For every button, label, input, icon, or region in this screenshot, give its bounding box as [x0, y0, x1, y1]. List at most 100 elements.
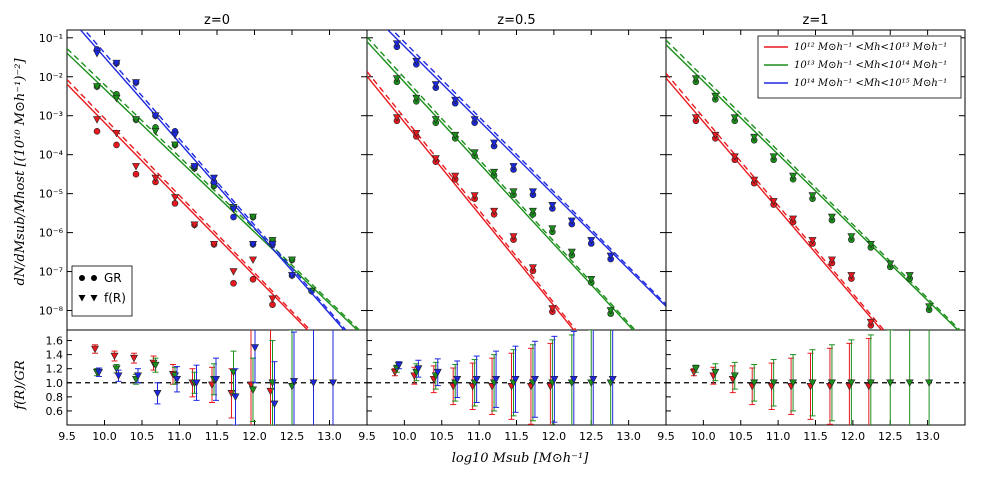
mass-bin-legend: 10¹² M⊙h⁻¹ <Mh<10¹³ M⊙h⁻¹ 10¹³ M⊙h⁻¹ <Mh<…: [757, 35, 962, 99]
ratio-point: [433, 368, 442, 377]
y-tick-label: 10⁻⁶: [39, 227, 64, 240]
fr-point: [151, 127, 160, 136]
fr-point: [925, 303, 934, 311]
fr-point: [248, 240, 258, 249]
x-tick-label: 13.0: [616, 430, 641, 443]
ratio-point: [114, 372, 123, 380]
fit-line-gr: [386, 30, 666, 307]
fr-point: [866, 240, 875, 249]
x-tick-label: 13.0: [915, 430, 940, 443]
ratio-point: [270, 400, 279, 409]
fr-point: [248, 213, 258, 222]
fr-point: [886, 260, 895, 268]
marker-legend-label: GR: [104, 271, 122, 285]
ratio-point: [905, 379, 914, 387]
fr-point: [287, 272, 297, 280]
fr-point: [248, 256, 258, 265]
y-tick-label: 10⁻⁴: [39, 149, 64, 162]
fr-point: [229, 205, 238, 214]
fr-point: [587, 276, 596, 284]
y-tick-label: 10⁻³: [39, 110, 63, 123]
ratio-point: [511, 375, 520, 384]
ratio-point: [569, 375, 578, 384]
fr-point: [567, 248, 576, 257]
fr-point: [170, 194, 180, 202]
fr-point: [92, 83, 102, 91]
fr-point: [392, 75, 401, 83]
ratio-point: [492, 375, 501, 384]
fr-point: [151, 112, 160, 120]
ratio-point: [112, 365, 121, 373]
ratio-point: [289, 378, 299, 386]
fit-line-fr: [367, 71, 577, 330]
x-tick-label: 12.0: [242, 430, 267, 443]
fr-point: [412, 94, 421, 103]
fr-point: [567, 217, 576, 226]
fr-point: [847, 272, 856, 280]
ratio-point: [153, 390, 162, 398]
y-tick-label: 10⁻⁵: [39, 188, 63, 201]
ratio-tick-label: 0.6: [46, 405, 64, 418]
panel-title: z=1: [803, 13, 829, 28]
fr-point: [287, 256, 297, 265]
fr-point: [151, 174, 160, 183]
ratio-point: [691, 365, 700, 373]
ratio-point: [250, 344, 260, 352]
panel-2: z=1 9.5 10.0 10.5 11.0 11.5 12.0 12.5 13.0: [657, 13, 966, 443]
ratio-point: [530, 375, 539, 384]
x-tick-label: 11.5: [205, 430, 230, 443]
y-axis-label-top: dN/dMsub/Mhost [(10¹⁰ M⊙h⁻¹)⁻²]: [13, 58, 28, 286]
x-tick-label: 11.0: [467, 430, 492, 443]
fr-point: [509, 188, 518, 196]
x-tick-label: 11.0: [766, 430, 791, 443]
gr-point: [230, 279, 237, 287]
ratio-point: [133, 372, 143, 380]
fr-point: [412, 129, 421, 138]
fr-point: [606, 307, 615, 315]
fr-point: [131, 116, 141, 124]
fr-point: [509, 163, 518, 171]
fr-point: [750, 133, 759, 142]
bottom-axes-frame: [665, 329, 966, 426]
fr-point: [691, 114, 700, 122]
fr-point: [827, 256, 836, 265]
fr-point: [769, 198, 778, 206]
ratio-point: [750, 379, 759, 387]
x-tick-label: 12.0: [542, 430, 567, 443]
y-tick-label: 10⁻⁸: [39, 305, 64, 318]
fr-point: [548, 305, 557, 313]
ratio-point: [886, 379, 895, 387]
x-tick-label: 9.5: [358, 430, 376, 443]
legend-circle: [91, 275, 97, 281]
fr-point: [470, 192, 479, 200]
fr-point: [789, 215, 798, 224]
panel-0: z=0 9.5 10.0 10.5 11.0 11.5 12.0 12.5 13.0 10⁻⁸ 10…: [39, 13, 368, 443]
ratio-point: [453, 375, 462, 384]
ratio-point: [711, 368, 720, 377]
ratio-point: [211, 375, 221, 384]
fr-point: [268, 240, 277, 249]
marker-legend-box: [71, 265, 133, 317]
x-tick-label: 10.0: [92, 430, 117, 443]
top-plot-area: [666, 39, 961, 330]
fr-point: [229, 268, 238, 276]
x-tick-label: 13.0: [317, 430, 342, 443]
gr-point: [93, 127, 101, 135]
ratio-point: [129, 354, 139, 363]
fr-point: [92, 50, 102, 58]
fit-line-fr: [67, 79, 311, 330]
fr-point: [789, 172, 798, 181]
fit-line-gr: [67, 83, 309, 330]
ratio-point: [192, 379, 201, 387]
fr-point: [131, 79, 141, 87]
ratio-point: [94, 368, 104, 377]
fr-point: [112, 59, 121, 68]
fit-line-fr: [391, 30, 666, 305]
x-tick-label: 11.5: [803, 430, 828, 443]
x-tick-label: 11.0: [167, 430, 192, 443]
fr-point: [548, 225, 557, 233]
fr-point: [711, 92, 720, 101]
x-tick-label: 12.5: [280, 430, 305, 443]
fr-point: [112, 129, 121, 138]
fr-point: [190, 221, 199, 229]
